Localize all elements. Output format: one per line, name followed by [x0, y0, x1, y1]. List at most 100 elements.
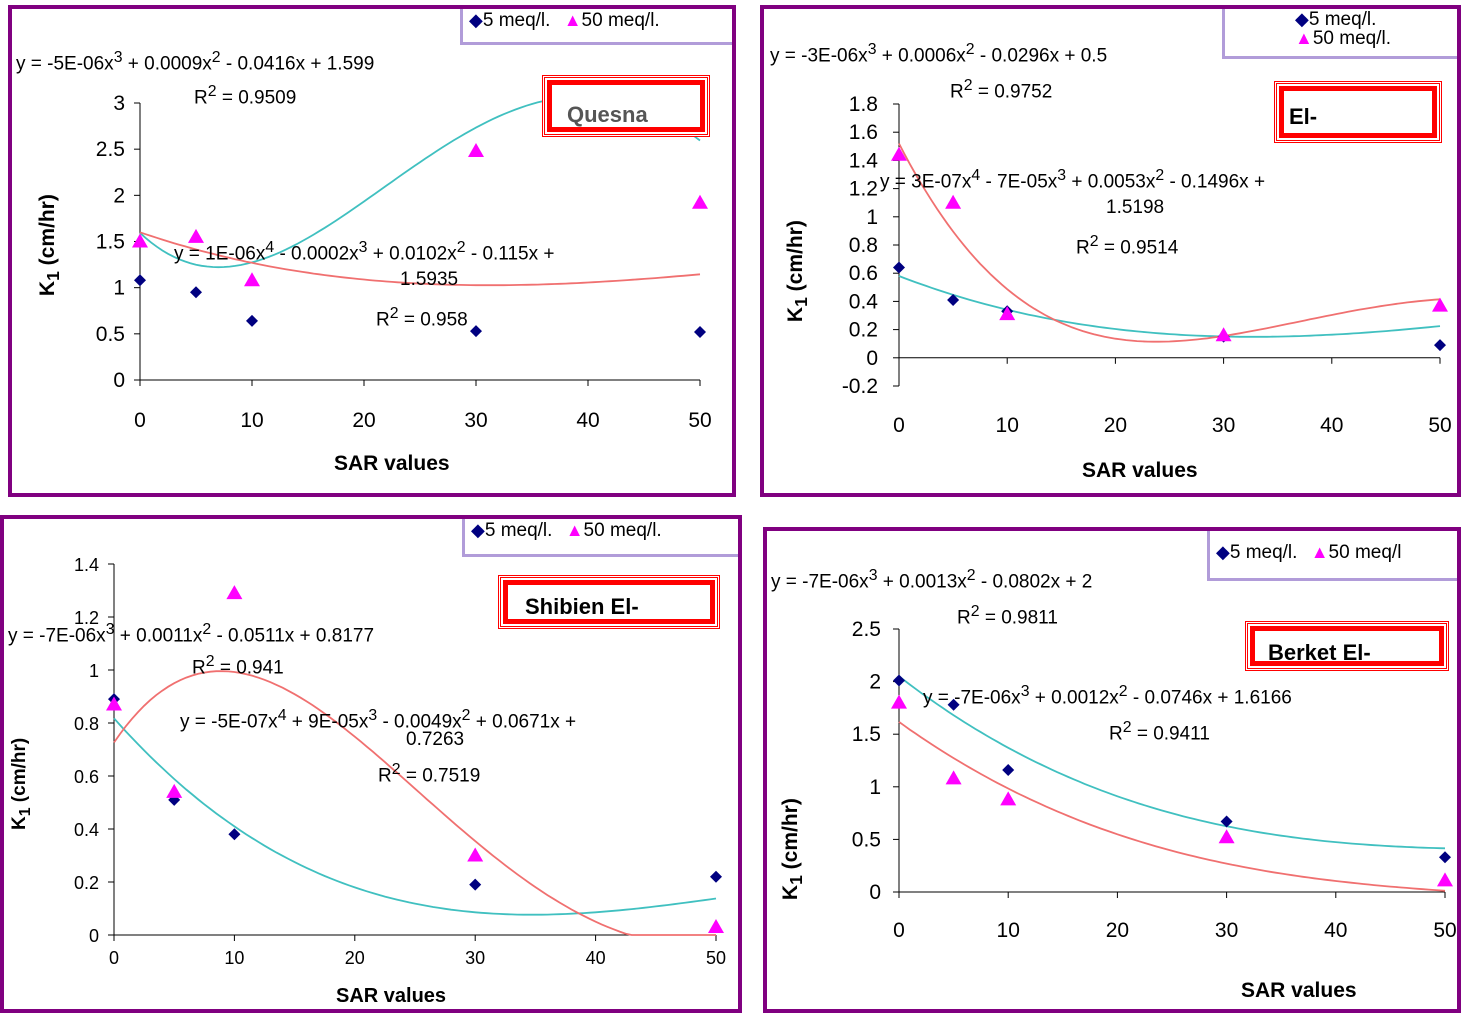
data-point-50-meq — [945, 194, 962, 209]
y-tick-label: 0.4 — [74, 820, 99, 840]
data-point-50-meq — [708, 919, 724, 934]
y-tick-label: 2.5 — [852, 618, 881, 641]
site-title-box: El- — [1274, 81, 1442, 143]
y-axis-label: K1 (cm/hr) — [783, 220, 812, 323]
y-tick-label: 0.4 — [849, 290, 879, 313]
chart-panel-el: -0.2 0 0.2 0.4 0.6 0.8 1 1.2 1.4 1.6 1.8 0 10 20 30 40 5… — [760, 5, 1461, 497]
trend-r-squared: R2 = 0.9811 — [957, 603, 1058, 629]
chart-plot-berket: 0 0.5 1 1.5 2 2.5 0 10 20 30 40 50 — [852, 618, 1457, 942]
legend-label-5: 5 meq/l. — [1308, 9, 1377, 30]
y-tick-label: 2 — [113, 184, 125, 207]
chart-plot-quesna: 00.511.522.530 10 20 30 40 50 — [96, 92, 712, 432]
data-point-50-meq — [1437, 872, 1453, 887]
legend: ◆5 meq/l. ▲50 meq/l — [1207, 531, 1457, 581]
y-tick-label: -0.2 — [842, 375, 878, 398]
y-tick-label: 1.4 — [849, 149, 879, 172]
data-point-50-meq — [468, 143, 484, 158]
triangle-marker-icon: ▲ — [563, 10, 582, 30]
data-point-50-meq — [132, 233, 148, 248]
chart-plot-shibien: 0 0.2 0.4 0.6 0.8 1 1.2 1.4 0 10 20 30 40 50 — [74, 555, 726, 968]
trend-equation: y = 3E-07x4 - 7E-05x3 + 0.0053x2 - 0.149… — [880, 167, 1266, 193]
x-tick-label: 0 — [109, 948, 119, 968]
triangle-marker-icon: ▲ — [1295, 28, 1313, 48]
data-point-50-meq — [1215, 327, 1232, 342]
trendline-50-meq — [139, 231, 701, 287]
x-tick-label: 30 — [464, 409, 487, 432]
legend: ◆5 meq/l. ▲50 meq/l. — [462, 519, 738, 557]
y-tick-label: 1.2 — [849, 178, 878, 201]
data-point-5-meq — [228, 828, 241, 841]
data-point-5-meq — [710, 870, 722, 883]
y-tick-label: 2 — [869, 671, 881, 694]
y-tick-label: 1.2 — [74, 608, 99, 628]
trend-r-squared: R2 = 0.7519 — [378, 761, 481, 787]
trend-equation-cont: 1.5198 — [1106, 197, 1165, 218]
legend-label-50: 50 meq/l — [1328, 542, 1402, 563]
x-axis-label: SAR values — [334, 452, 450, 475]
data-point-5-meq — [190, 286, 202, 299]
data-point-50-meq — [891, 146, 907, 161]
data-point-5-meq — [947, 698, 960, 711]
legend-label-5: 5 meq/l. — [1229, 542, 1298, 563]
trend-r-squared: R2 = 0.9514 — [1076, 233, 1179, 259]
data-point-50-meq — [1432, 297, 1448, 312]
y-tick-label: 0.2 — [849, 319, 878, 342]
y-tick-label: 0.6 — [849, 262, 878, 285]
y-tick-label: 0.5 — [852, 828, 881, 851]
data-point-50-meq — [1000, 791, 1017, 806]
x-tick-label: 10 — [996, 414, 1019, 437]
trend-equation: y = -7E-06x3 + 0.0013x2 - 0.0802x + 2 — [771, 567, 1093, 593]
trend-r-squared: R2 = 0.9752 — [950, 77, 1053, 103]
site-title-box: Berket El- — [1245, 621, 1449, 671]
trendline-50-meq — [898, 721, 1446, 892]
legend-label-50: 50 meq/l. — [581, 10, 660, 31]
legend-label-5: 5 meq/l. — [482, 10, 551, 31]
site-title: Shibien El- — [525, 594, 639, 619]
legend-label-5: 5 meq/l. — [484, 520, 553, 541]
diamond-marker-icon: ◆ — [1216, 542, 1230, 562]
y-tick-label: 0.6 — [74, 767, 99, 787]
data-point-50-meq — [188, 228, 204, 243]
y-tick-label: 1 — [113, 277, 125, 300]
data-point-50-meq — [1218, 829, 1235, 844]
trend-equation-cont: 0.7263 — [406, 729, 465, 750]
data-point-50-meq — [891, 694, 907, 709]
trend-equation: y = -5E-07x4 + 9E-05x3 - 0.0049x2 + 0.06… — [180, 707, 577, 733]
y-tick-label: 1.8 — [849, 93, 878, 116]
y-tick-label: 1.5 — [852, 723, 881, 746]
site-title: Berket El- — [1268, 640, 1371, 665]
site-title: Quesna — [567, 102, 648, 127]
x-tick-label: 10 — [997, 919, 1020, 942]
triangle-marker-icon: ▲ — [1310, 542, 1329, 562]
y-axis-label: K1 (cm/hr) — [9, 737, 34, 831]
data-point-5-meq — [1220, 815, 1233, 828]
x-tick-label: 20 — [1106, 919, 1129, 942]
trend-equation: y = -7E-06x3 + 0.0011x2 - 0.0511x + 0.81… — [8, 621, 375, 647]
trend-equation: y = -3E-06x3 + 0.0006x2 - 0.0296x + 0.5 — [770, 41, 1108, 67]
x-tick-label: 10 — [224, 948, 244, 968]
x-tick-label: 20 — [352, 409, 375, 432]
data-point-5-meq — [893, 674, 905, 687]
chart-panel-berket: 0 0.5 1 1.5 2 2.5 0 10 20 30 40 50 ◆5 meq/l. ▲50 me… — [763, 527, 1461, 1013]
trend-equation: y = -5E-06x3 + 0.0009x2 - 0.0416x + 1.59… — [16, 49, 375, 75]
x-tick-label: 20 — [345, 948, 365, 968]
diamond-marker-icon: ◆ — [1295, 9, 1309, 29]
data-point-5-meq — [1434, 339, 1446, 352]
y-tick-label: 0 — [89, 926, 99, 946]
data-point-5-meq — [134, 274, 146, 287]
data-point-5-meq — [947, 293, 960, 306]
data-point-50-meq — [226, 585, 243, 600]
x-axis-label: SAR values — [1082, 459, 1198, 482]
y-tick-label: 0 — [113, 369, 125, 392]
chart-plot-el: -0.2 0 0.2 0.4 0.6 0.8 1 1.2 1.4 1.6 1.8 0 10 20 30 40 5… — [842, 93, 1452, 437]
y-axis-label: K1 (cm/hr) — [778, 798, 807, 901]
chart-panel-quesna: 0 0.5 1 1.5 2 2.5 3 0 10 20 30 40 50 ◆5 meq/l. ▲50 m… — [8, 5, 736, 497]
trend-equation-cont: 1.5935 — [400, 269, 459, 290]
y-tick-label: 1.5 — [96, 231, 125, 254]
x-tick-label: 40 — [586, 948, 606, 968]
data-point-5-meq — [469, 878, 482, 891]
trendline-5-meq — [898, 675, 1446, 850]
x-tick-label: 0 — [893, 414, 905, 437]
diamond-marker-icon: ◆ — [471, 520, 485, 540]
trend-r-squared: R2 = 0.9509 — [194, 83, 297, 109]
